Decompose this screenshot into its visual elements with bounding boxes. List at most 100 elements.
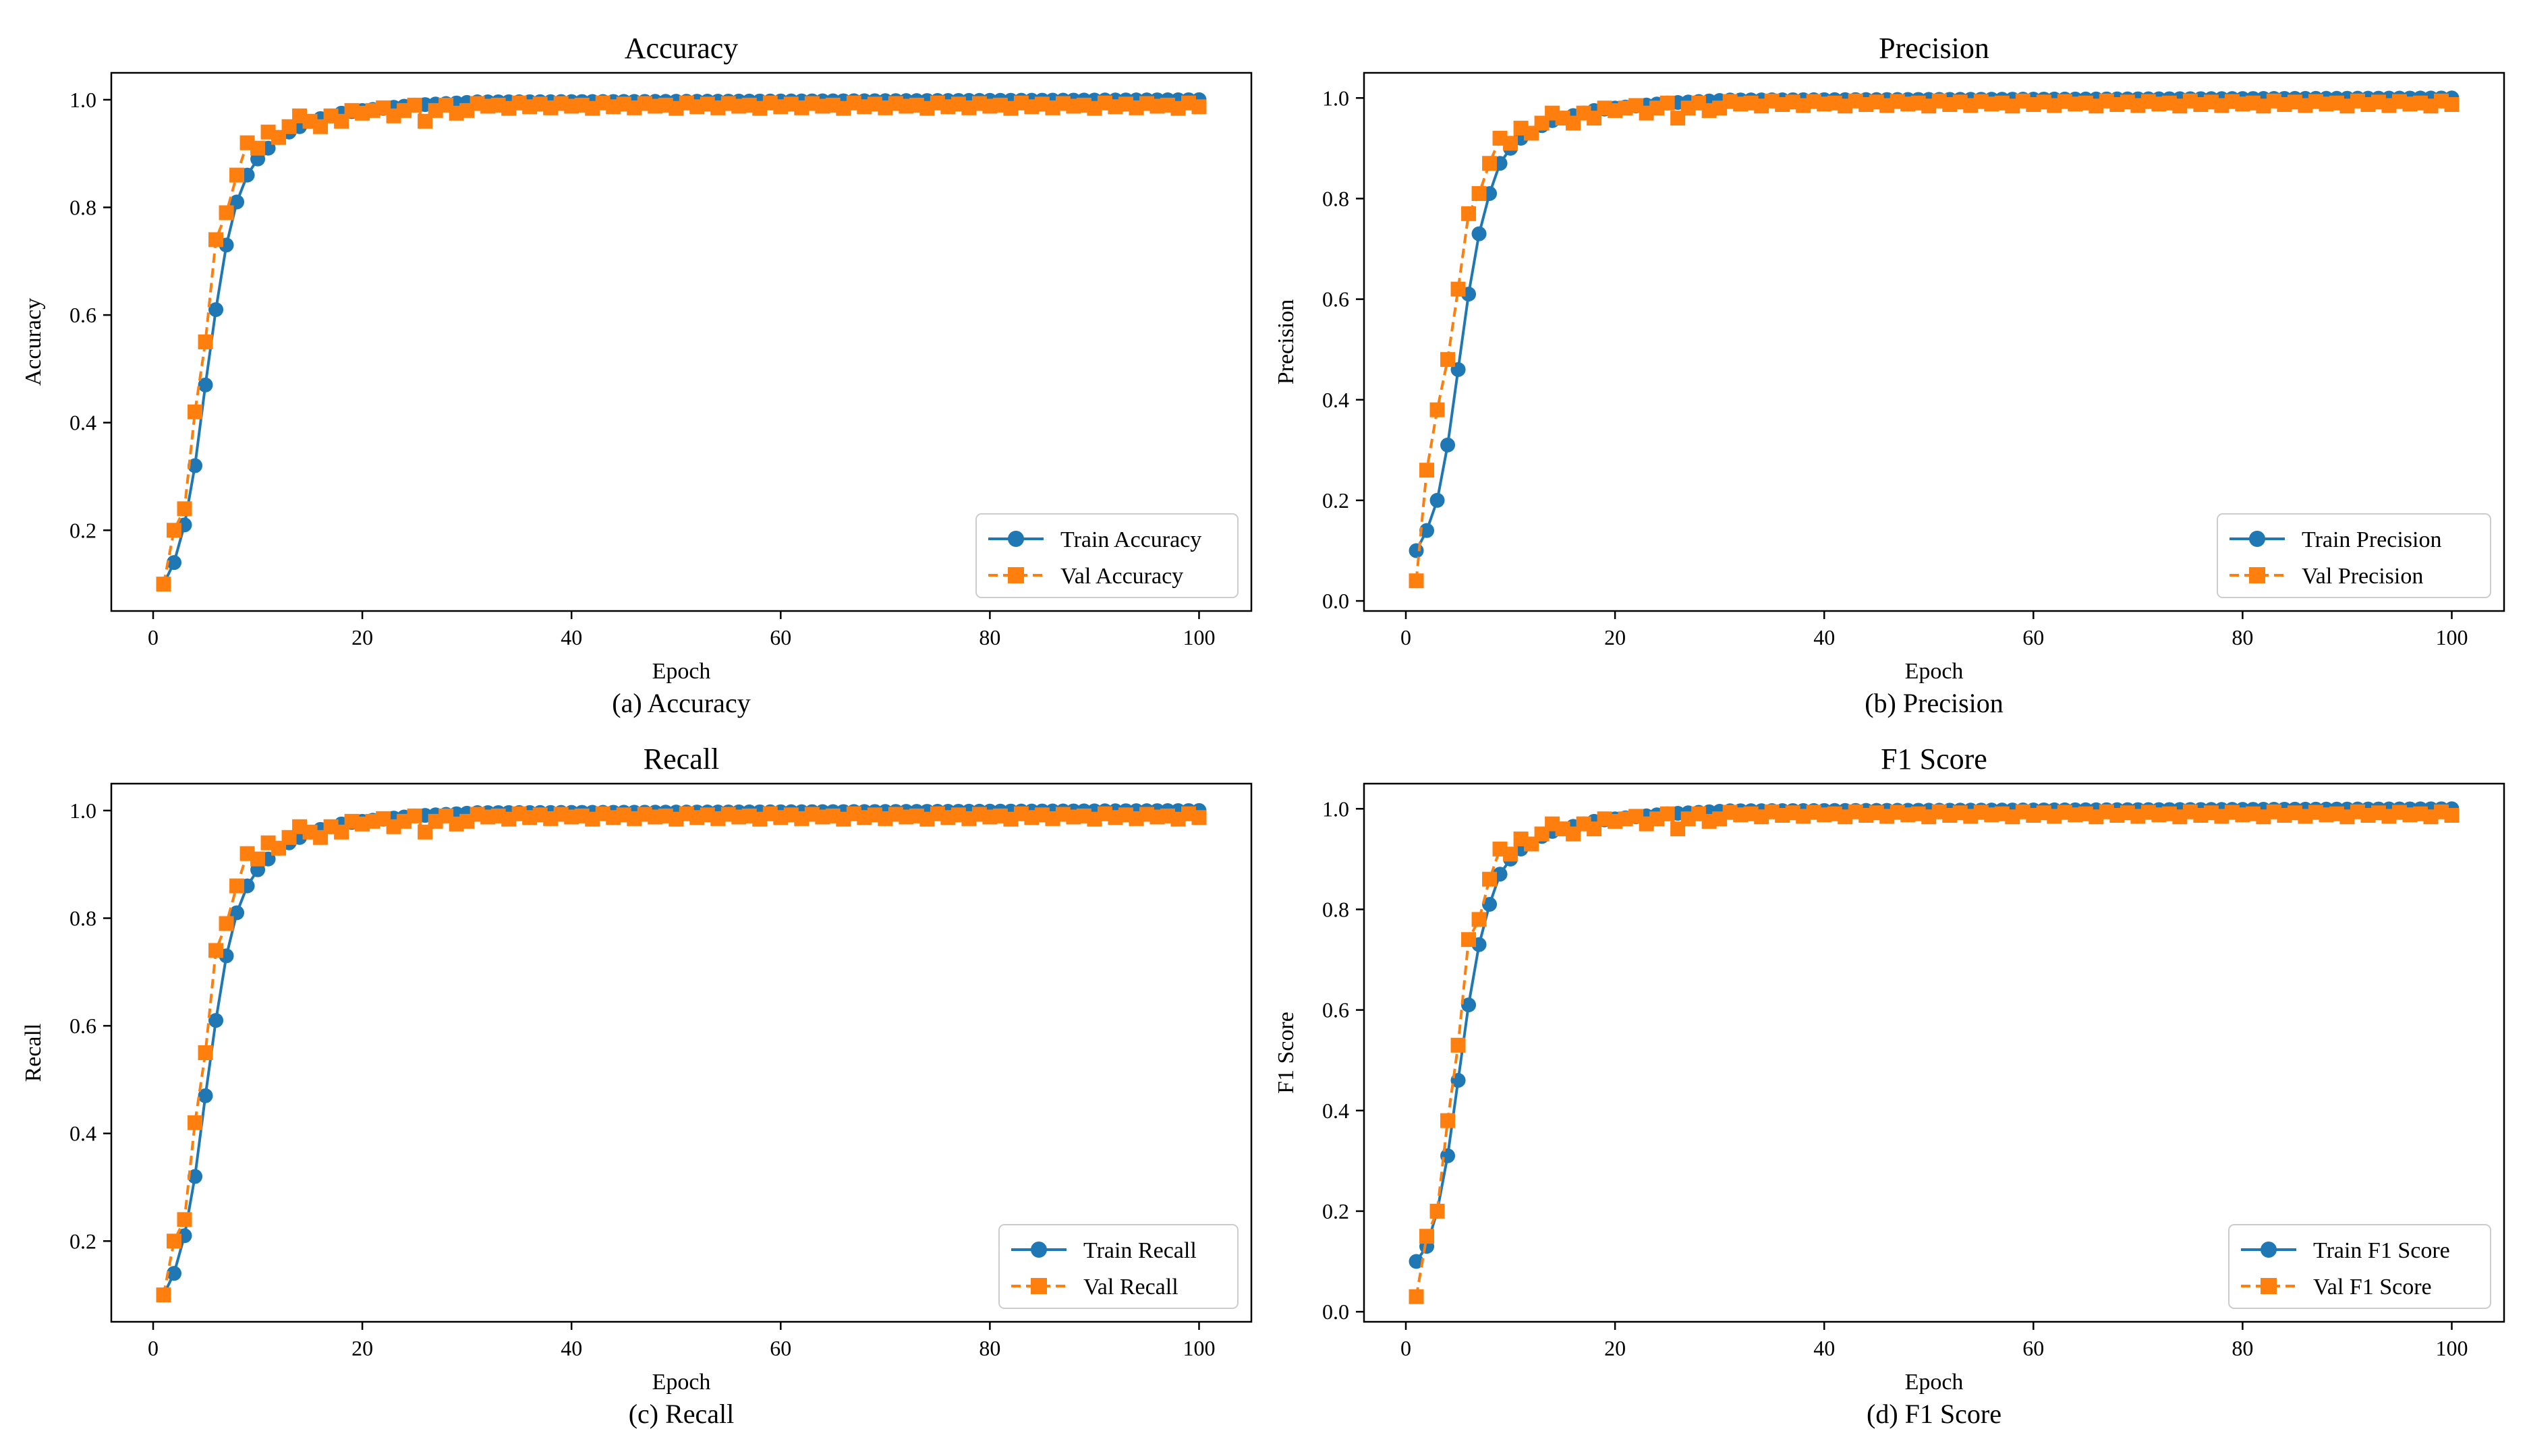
data-point [1461, 206, 1477, 221]
y-tick-label: 0.2 [69, 1229, 96, 1253]
y-tick-label: 0.4 [1322, 388, 1349, 412]
data-point [188, 1115, 203, 1130]
y-tick-label: 0.4 [69, 411, 96, 435]
x-tick-label: 20 [1604, 1336, 1626, 1360]
legend-label: Train F1 Score [2313, 1238, 2450, 1263]
data-point [167, 1233, 182, 1249]
data-point [219, 205, 234, 221]
y-tick-label: 0.6 [1322, 287, 1349, 312]
legend: Train Accuracy Val Accuracy [975, 513, 1239, 598]
data-point [156, 577, 171, 592]
data-point [219, 916, 234, 931]
panel-caption: (d) F1 Score [1867, 1399, 2001, 1429]
series-line [1415, 96, 2452, 552]
series-line [162, 809, 1199, 1295]
y-tick-label: 0.8 [69, 906, 96, 931]
legend-marker [1008, 531, 1024, 547]
axes-frame [110, 782, 1253, 1323]
x-tick-label: 20 [1604, 625, 1626, 649]
y-tick-label: 0.2 [1322, 1199, 1349, 1223]
y-tick-label: 0.4 [69, 1122, 96, 1146]
data-point [1482, 896, 1498, 912]
data-point [198, 377, 213, 392]
data-point [177, 1212, 192, 1227]
data-point [208, 1013, 224, 1028]
axes-frame [110, 71, 1253, 612]
data-point [156, 1287, 171, 1303]
data-point [1191, 99, 1207, 115]
data-point [229, 878, 245, 894]
y-tick-label: 1.0 [69, 798, 96, 823]
y-axis-label: Precision [1274, 299, 1299, 385]
x-tick-label: 0 [148, 625, 159, 649]
x-axis-label: Epoch [1905, 1370, 1964, 1395]
legend-marker [2261, 1278, 2277, 1294]
legend-marker [2249, 567, 2265, 583]
x-tick-label: 100 [1183, 625, 1215, 649]
data-point [167, 555, 182, 571]
chart-title: Precision [1879, 32, 1989, 65]
y-tick-label: 0.4 [1322, 1099, 1349, 1123]
data-point [1409, 1289, 1424, 1304]
x-tick-label: 80 [2232, 625, 2253, 649]
chart-panel-3: Recall 0 20 40 60 80 100 0.2 0.4 0.6 0.8 1.0 Epoch Re… [21, 742, 1253, 1429]
data-point [1450, 1037, 1466, 1053]
legend-marker [2261, 1242, 2277, 1258]
chart-title: Recall [644, 742, 719, 776]
legend-label: Train Recall [1083, 1238, 1197, 1263]
y-tick-label: 0.6 [1322, 998, 1349, 1022]
data-point [198, 1088, 213, 1103]
legend-label: Train Accuracy [1060, 527, 1201, 552]
x-tick-label: 80 [2232, 1336, 2253, 1360]
x-tick-label: 0 [1400, 625, 1411, 649]
panel-caption: (b) Precision [1865, 688, 2004, 718]
data-point [177, 501, 192, 517]
data-point [208, 302, 224, 318]
legend-marker [1008, 567, 1024, 583]
data-point [1409, 1254, 1424, 1269]
axes-frame [1363, 782, 2505, 1323]
data-point [188, 404, 203, 419]
series-val [156, 806, 1207, 1303]
data-point [1419, 523, 1435, 538]
y-axis-label: F1 Score [1274, 1012, 1299, 1094]
data-point [1409, 543, 1424, 558]
data-point [188, 458, 203, 473]
data-point [167, 1266, 182, 1281]
y-tick-label: 1.0 [1322, 796, 1349, 821]
x-tick-label: 40 [1813, 625, 1835, 649]
legend: Train F1 Score Val F1 Score [2228, 1224, 2491, 1309]
y-tick-label: 0.0 [1322, 1300, 1349, 1324]
data-point [1503, 136, 1518, 151]
data-point [1440, 1113, 1456, 1128]
data-point [1482, 871, 1498, 887]
data-point [1440, 352, 1456, 368]
series-val [1409, 804, 2460, 1304]
y-tick-label: 0.8 [1322, 186, 1349, 210]
y-axis-label: Recall [21, 1024, 46, 1082]
x-tick-label: 60 [2022, 625, 2044, 649]
data-point [1482, 156, 1498, 171]
y-tick-label: 0.8 [69, 196, 96, 220]
x-tick-label: 40 [1813, 1336, 1835, 1360]
series-line [1415, 99, 2453, 581]
x-axis-label: Epoch [652, 659, 711, 684]
data-point [1419, 463, 1435, 478]
data-point [1461, 932, 1477, 948]
data-point [1419, 1229, 1435, 1244]
x-axis-label: Epoch [1905, 659, 1964, 684]
x-axis-label: Epoch [652, 1370, 711, 1395]
data-point [188, 1169, 203, 1184]
x-tick-label: 60 [770, 625, 791, 649]
data-point [1461, 997, 1477, 1013]
legend: Train Recall Val Recall [998, 1224, 1239, 1309]
x-tick-label: 60 [770, 1336, 791, 1360]
data-point [2444, 96, 2460, 112]
y-tick-label: 1.0 [69, 88, 96, 112]
legend-label: Val Precision [2302, 564, 2423, 589]
y-tick-label: 0.6 [69, 1014, 96, 1038]
data-point [1659, 95, 1675, 111]
series-line [162, 812, 1200, 1295]
legend-label: Val Recall [1083, 1275, 1179, 1300]
